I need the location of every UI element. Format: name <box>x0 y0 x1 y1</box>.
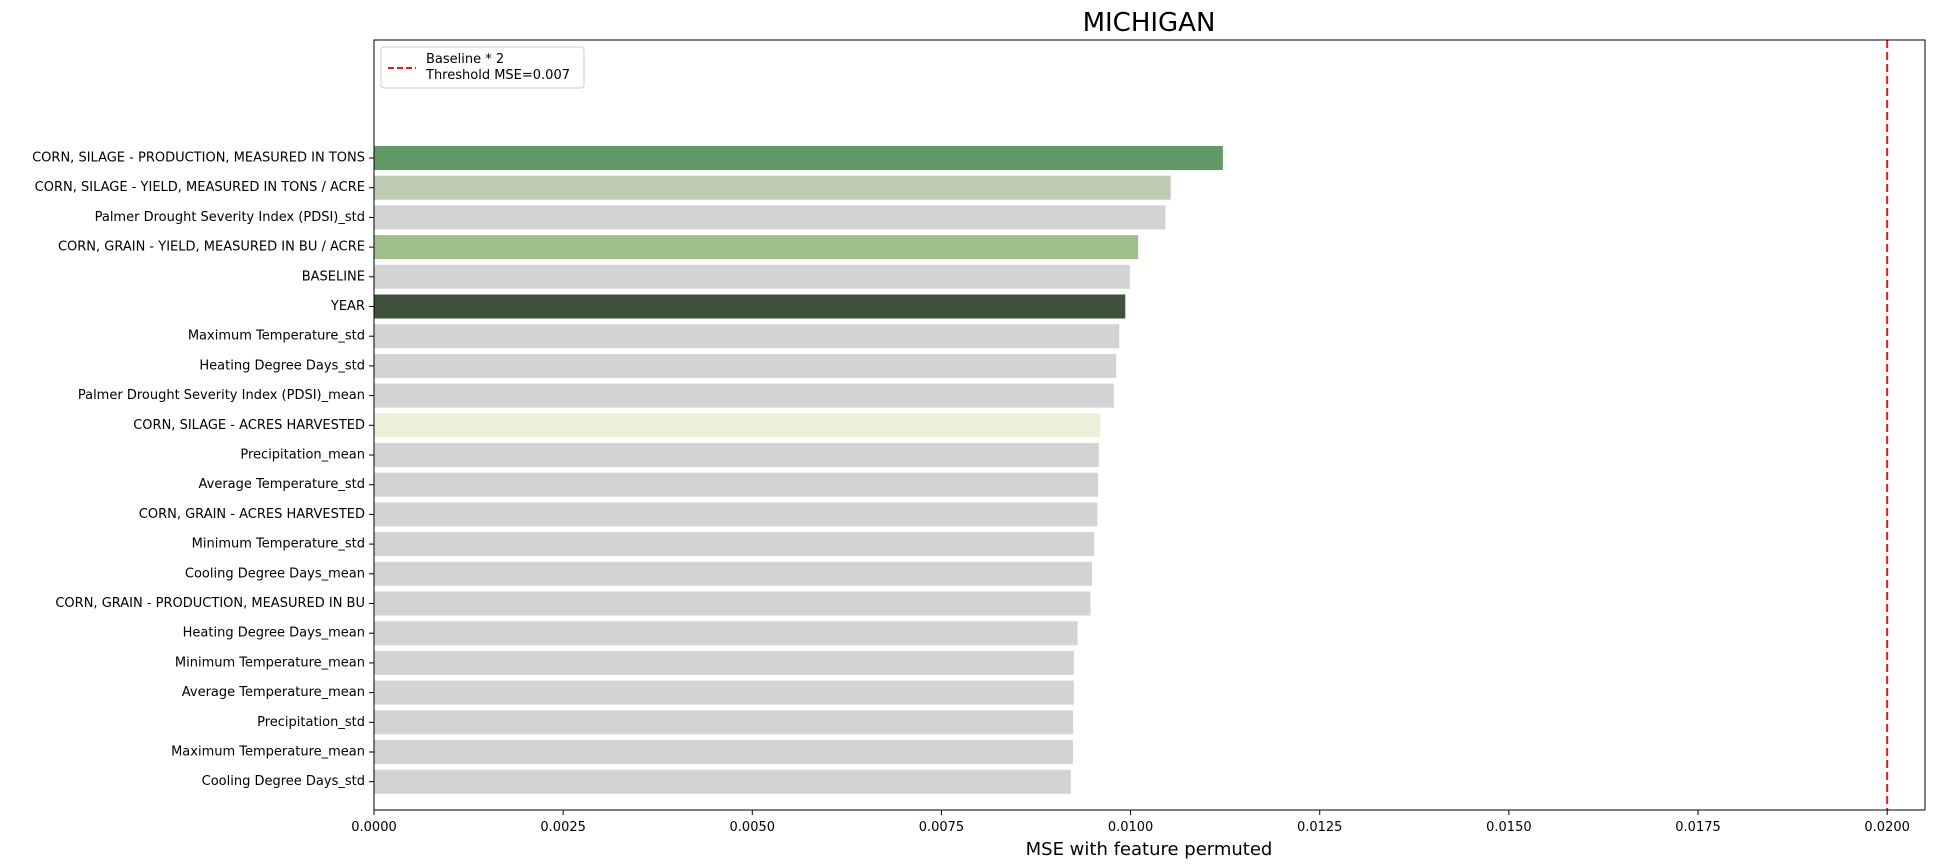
bar <box>374 294 1126 319</box>
y-tick-label: CORN, SILAGE - PRODUCTION, MEASURED IN T… <box>32 151 365 166</box>
y-tick-label: Maximum Temperature_mean <box>171 745 365 760</box>
bar <box>374 383 1114 408</box>
bar <box>374 561 1092 586</box>
y-tick-label: Precipitation_std <box>257 715 365 730</box>
y-tick-label: BASELINE <box>302 269 365 284</box>
y-tick-label: Heating Degree Days_std <box>199 358 365 373</box>
x-tick-label: 0.0125 <box>1297 820 1343 835</box>
y-tick-label: CORN, GRAIN - ACRES HARVESTED <box>139 507 365 522</box>
x-tick-label: 0.0050 <box>730 820 776 835</box>
bar <box>374 443 1099 467</box>
x-tick-label: 0.0075 <box>919 820 965 835</box>
bar <box>374 472 1099 497</box>
x-tick-label: 0.0000 <box>351 820 397 835</box>
bar <box>374 680 1074 705</box>
legend-box <box>380 46 585 89</box>
y-tick-label: Minimum Temperature_std <box>192 537 365 552</box>
y-tick-label: Precipitation_mean <box>240 448 365 463</box>
y-tick-label: Cooling Degree Days_std <box>202 774 365 789</box>
bar <box>374 235 1139 260</box>
legend-label-line1: Baseline * 2 <box>426 52 504 67</box>
y-tick-label: CORN, GRAIN - YIELD, MEASURED IN BU / AC… <box>58 240 365 255</box>
x-tick-label: 0.0025 <box>540 820 586 835</box>
y-tick-label: CORN, GRAIN - PRODUCTION, MEASURED IN BU <box>55 596 365 611</box>
bars-group <box>374 146 1223 794</box>
bar <box>374 264 1130 289</box>
chart-title: MICHIGAN <box>1083 8 1216 38</box>
y-tick-label: Palmer Drought Severity Index (PDSI)_std <box>95 210 365 225</box>
bar <box>374 413 1101 438</box>
y-tick-label: Heating Degree Days_mean <box>183 626 365 641</box>
bar <box>374 175 1171 200</box>
y-tick-label: Cooling Degree Days_mean <box>185 566 365 581</box>
y-tick-label: CORN, SILAGE - ACRES HARVESTED <box>133 418 365 433</box>
legend-label-line2: Threshold MSE=0.007 <box>425 68 570 83</box>
bar <box>374 740 1074 764</box>
plot-frame <box>373 39 1926 811</box>
x-tick-label: 0.0175 <box>1675 820 1721 835</box>
bar <box>374 769 1071 794</box>
bar <box>374 532 1095 557</box>
bar <box>374 353 1117 378</box>
x-axis-ticks: 0.0000 0.0025 0.0050 0.0075 0.0100 0.0125 0.01… <box>351 810 1910 835</box>
bar <box>374 205 1166 230</box>
bar <box>374 650 1074 675</box>
y-tick-labels: CORN, SILAGE - PRODUCTION, MEASURED IN T… <box>32 151 374 789</box>
x-tick-label: 0.0200 <box>1864 820 1910 835</box>
y-tick-label: CORN, SILAGE - YIELD, MEASURED IN TONS /… <box>35 180 365 195</box>
x-tick-label: 0.0150 <box>1486 820 1532 835</box>
y-tick-label: Average Temperature_mean <box>182 685 365 700</box>
y-tick-label: Average Temperature_std <box>199 477 366 492</box>
y-tick-label: Minimum Temperature_mean <box>175 655 365 670</box>
x-tick-label: 0.0100 <box>1108 820 1154 835</box>
y-tick-label: Palmer Drought Severity Index (PDSI)_mea… <box>78 388 365 403</box>
x-axis-label: MSE with feature permuted <box>1026 839 1273 860</box>
bar <box>374 502 1098 527</box>
y-tick-label: Maximum Temperature_std <box>188 329 365 344</box>
y-tick-label: YEAR <box>330 299 365 314</box>
bar <box>374 621 1078 646</box>
legend: Baseline * 2 Threshold MSE=0.007 <box>380 46 585 89</box>
bar <box>374 146 1223 170</box>
bar <box>374 324 1120 349</box>
bar <box>374 591 1091 616</box>
bar <box>374 710 1074 735</box>
